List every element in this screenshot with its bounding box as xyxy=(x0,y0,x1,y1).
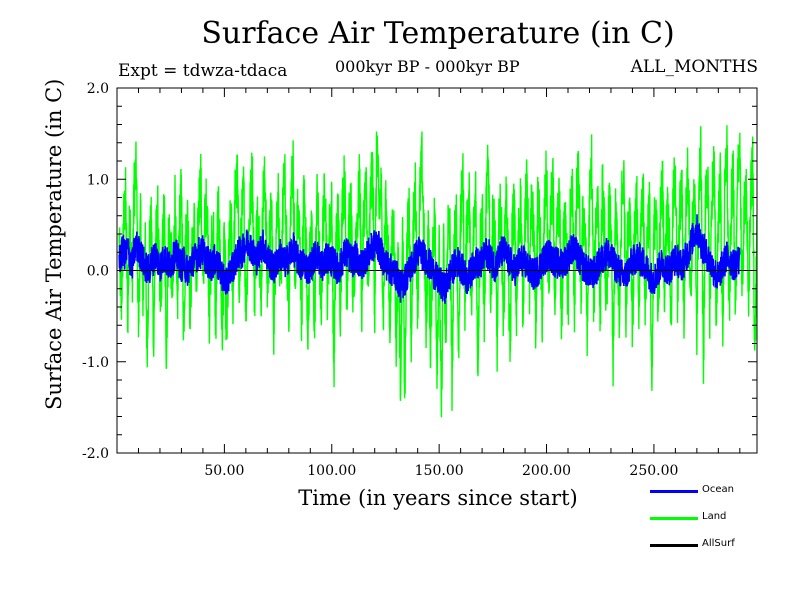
x-tick-label: 50.00 xyxy=(204,463,244,479)
x-tick-label: 250.00 xyxy=(629,463,678,479)
series-layer xyxy=(118,125,757,418)
x-tick-label: 200.00 xyxy=(522,463,571,479)
y-tick-label: -2.0 xyxy=(82,446,109,462)
x-tick-label: 150.00 xyxy=(415,463,464,479)
y-tick-label: 1.0 xyxy=(87,172,109,188)
legend-label-allsurf: AllSurf xyxy=(702,538,735,549)
legend-swatch-ocean xyxy=(650,490,698,493)
legend-swatch-land xyxy=(650,517,698,520)
x-tick-label: 100.00 xyxy=(307,463,356,479)
legend-label-land: Land xyxy=(702,511,727,522)
legend-label-ocean: Ocean xyxy=(702,484,734,495)
axes-layer xyxy=(116,87,758,454)
ticks-layer: 50.00 100.00 150.00 200.00 250.00 -2.0 -1.0 0.0… xyxy=(82,81,757,479)
y-tick-label: 0.0 xyxy=(87,264,109,280)
chart-subtitle: 000kyr BP - 000kyr BP xyxy=(335,57,520,76)
months-label: ALL_MONTHS xyxy=(630,57,758,77)
y-tick-label: -1.0 xyxy=(82,355,109,371)
legend-swatch-allsurf xyxy=(650,544,698,547)
y-axis-label: Surface Air Temperature (in C) xyxy=(42,78,66,410)
series-line-ocean xyxy=(118,214,741,304)
y-tick-label: 2.0 xyxy=(87,81,109,97)
experiment-label: Expt = tdwza-tdaca xyxy=(118,61,288,81)
chart-title: Surface Air Temperature (in C) xyxy=(201,16,675,51)
legend: Ocean Land AllSurf xyxy=(650,480,790,570)
x-axis-label: Time (in years since start) xyxy=(298,486,578,510)
